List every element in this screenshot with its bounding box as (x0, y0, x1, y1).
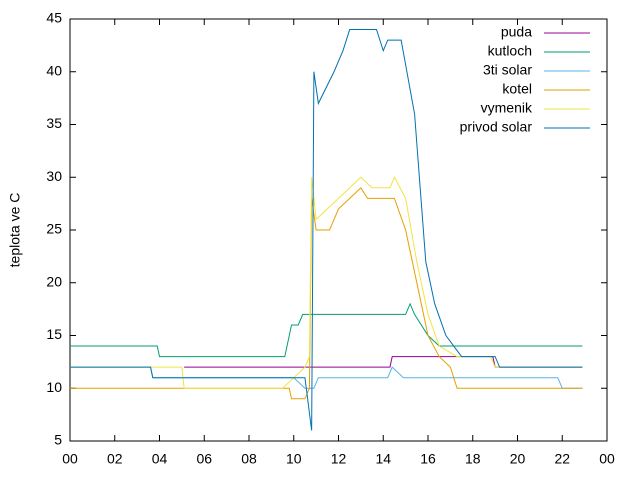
x-tick-label: 06 (196, 451, 212, 467)
legend-label: privod solar (460, 119, 533, 135)
x-tick-label: 18 (465, 451, 481, 467)
series-line (70, 302, 583, 358)
series-line (70, 176, 583, 389)
y-tick-label: 10 (46, 379, 62, 395)
x-tick-label: 02 (107, 451, 123, 467)
y-tick-label: 45 (46, 10, 62, 26)
series-line (70, 187, 583, 400)
x-tick-label: 20 (510, 451, 526, 467)
x-tick-label: 16 (420, 451, 436, 467)
y-tick-label: 20 (46, 273, 62, 289)
legend-label: 3ti solar (483, 62, 532, 78)
series-line (184, 356, 583, 368)
y-tick-label: 40 (46, 62, 62, 78)
y-tick-label: 15 (46, 326, 62, 342)
y-axis-label: teplota ve C (7, 193, 23, 268)
legend-label: kutloch (488, 43, 532, 59)
x-tick-label: 08 (241, 451, 257, 467)
x-tick-label: 22 (554, 451, 570, 467)
y-tick-label: 30 (46, 168, 62, 184)
y-tick-label: 25 (46, 221, 62, 237)
x-tick-label: 14 (375, 451, 391, 467)
series-line (70, 29, 583, 431)
legend-label: vymenik (481, 100, 533, 116)
x-tick-label: 00 (599, 451, 615, 467)
y-tick-label: 5 (54, 432, 62, 448)
legend-label: kotel (502, 81, 532, 97)
legend-label: puda (501, 24, 532, 40)
y-tick-label: 35 (46, 115, 62, 131)
x-tick-label: 12 (331, 451, 347, 467)
series-line (70, 366, 583, 389)
x-tick-label: 00 (62, 451, 78, 467)
x-tick-label: 04 (152, 451, 168, 467)
x-tick-label: 10 (286, 451, 302, 467)
